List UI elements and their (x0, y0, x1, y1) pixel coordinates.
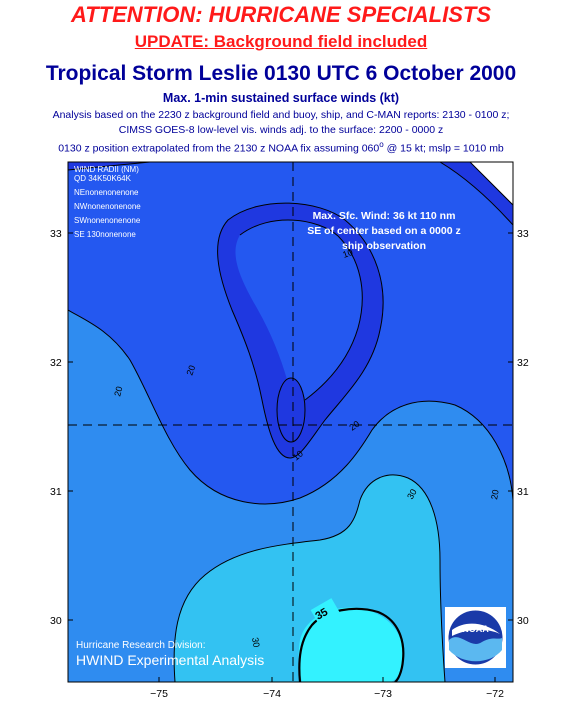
logo-wave (449, 637, 502, 662)
contour-label-20-c: 20 (347, 419, 361, 433)
contour-label-10-a: 10 (341, 247, 354, 260)
y-tick-label-left: 30 (50, 615, 62, 627)
wind-radii-table: WIND RADII (NM) QD 34K50K64K NEnonenonen… (74, 165, 141, 239)
y-tick-label-left: 32 (50, 357, 62, 369)
wind-radii-columns: QD 34K50K64K (74, 174, 132, 183)
contour-label-20-d: 20 (489, 489, 501, 501)
plot-frame (67, 161, 514, 683)
x-tick-label: −75 (150, 688, 168, 700)
contour-label-10-b: 10 (291, 448, 305, 462)
page-subtitle: Max. 1-min sustained surface winds (kt) (162, 91, 400, 105)
update-banner: UPDATE: Background field included (134, 32, 428, 51)
contour-20 (68, 309, 513, 505)
x-tick-label: −72 (486, 688, 504, 700)
wind-radii-row-sw: SWnonenonenone (74, 216, 141, 225)
contour-35 (298, 607, 405, 682)
contour-label-20-b: 20 (184, 364, 197, 377)
annotation-line-2: SE of center based on a 0000 z (307, 225, 460, 237)
y-tick-label-left: 33 (50, 228, 62, 240)
y-tick-label-right: 31 (517, 486, 529, 498)
contour-10-outer (217, 202, 384, 459)
band-10-20-north-inner (235, 220, 363, 400)
contour-lines (68, 162, 513, 682)
info-line-3-text-b: @ 15 kt; mslp = 1010 mb (383, 142, 504, 155)
wind-field (68, 162, 513, 682)
tick-marks (68, 232, 513, 682)
y-tick-label-right: 32 (517, 357, 529, 369)
contour-label-35-box (310, 598, 340, 624)
x-tick-label: −74 (263, 688, 281, 700)
contour-label-30-b: 30 (250, 637, 262, 649)
annotation-line-1: Max. Sfc. Wind: 36 kt 110 nm (313, 210, 456, 222)
analysis-info-line-1: Analysis based on the 2230 z background … (52, 109, 510, 121)
degree-superscript: o (379, 140, 384, 149)
contour-20-north (68, 162, 513, 226)
logo-text: NOAA (462, 624, 489, 634)
credit-line-1: Hurricane Research Division: (76, 640, 206, 651)
page-title: Tropical Storm Leslie 0130 UTC 6 October… (45, 62, 517, 85)
band-above-35 (298, 607, 404, 682)
max-wind-annotation: Max. Sfc. Wind: 36 kt 110 nm SE of cente… (307, 210, 460, 252)
noaa-logo: NOAA (445, 607, 506, 668)
annotation-line-3: ship observation (342, 240, 426, 252)
wind-radii-row-ne: NEnonenonenone (74, 188, 139, 197)
y-tick-label-right: 30 (517, 615, 529, 627)
contour-10-north (239, 219, 363, 401)
analysis-info-line-2: CIMSS GOES-8 low-level vis. winds adj. t… (118, 124, 444, 136)
band-below-10-small (277, 378, 305, 442)
contour-label-35: 35 (314, 606, 331, 623)
y-tick-label-left: 31 (50, 486, 62, 498)
y-tick-label-right: 33 (517, 228, 529, 240)
contour-label-20-a: 20 (112, 385, 124, 397)
logo-bird (452, 623, 500, 636)
contour-10-small (276, 377, 306, 443)
attention-banner: ATTENTION: HURRICANE SPECIALISTS (70, 2, 492, 27)
wind-radii-row-se: SE 130nonenone (74, 230, 136, 239)
wind-radii-row-nw: NWnonenonenone (74, 202, 141, 211)
contour-30 (173, 474, 446, 682)
no-data-corner (469, 162, 513, 206)
credit-line-2: HWIND Experimental Analysis (76, 652, 264, 668)
analysis-info-line-3: 0130 z position extrapolated from the 21… (0, 140, 562, 155)
contour-label-35-group: 35 (310, 598, 340, 624)
wind-radii-title: WIND RADII (NM) (74, 165, 139, 174)
contour-label-30-a: 30 (405, 487, 419, 501)
x-tick-label: −73 (374, 688, 392, 700)
info-line-3-text-a: 0130 z position extrapolated from the 21… (58, 142, 380, 155)
